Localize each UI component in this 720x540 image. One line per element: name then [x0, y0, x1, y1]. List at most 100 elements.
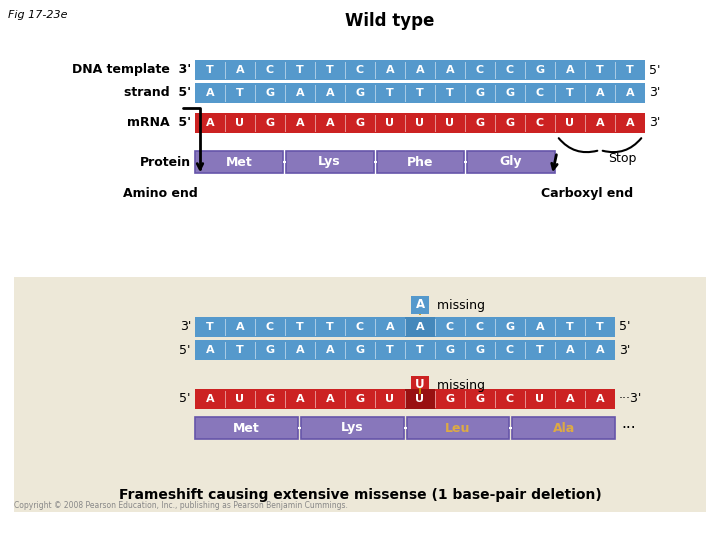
Text: T: T [206, 65, 214, 75]
Text: T: T [416, 345, 424, 355]
Text: ···: ··· [621, 421, 636, 435]
Text: T: T [236, 345, 244, 355]
Text: A: A [206, 345, 215, 355]
Text: 3': 3' [649, 86, 660, 99]
FancyBboxPatch shape [14, 277, 706, 512]
Text: G: G [266, 394, 274, 404]
Text: U: U [415, 379, 425, 392]
FancyBboxPatch shape [195, 151, 283, 173]
Text: U: U [415, 118, 425, 128]
Text: T: T [626, 65, 634, 75]
Text: DNA template  3': DNA template 3' [72, 64, 191, 77]
Text: G: G [475, 88, 485, 98]
Text: T: T [326, 65, 334, 75]
Text: Leu: Leu [445, 422, 471, 435]
Text: T: T [296, 322, 304, 332]
Text: U: U [385, 394, 395, 404]
Text: G: G [475, 345, 485, 355]
Text: mRNA  5': mRNA 5' [127, 117, 191, 130]
Text: C: C [506, 394, 514, 404]
Text: A: A [296, 118, 305, 128]
Text: G: G [356, 118, 364, 128]
FancyBboxPatch shape [405, 389, 435, 409]
Text: G: G [266, 88, 274, 98]
FancyBboxPatch shape [405, 317, 435, 337]
Text: T: T [536, 345, 544, 355]
Text: 5': 5' [179, 393, 191, 406]
Text: G: G [356, 345, 364, 355]
Text: T: T [326, 322, 334, 332]
Text: missing: missing [433, 379, 485, 392]
Text: C: C [536, 118, 544, 128]
Text: A: A [595, 394, 604, 404]
Text: Fig 17-23e: Fig 17-23e [8, 10, 68, 20]
Text: A: A [536, 322, 544, 332]
Text: C: C [356, 322, 364, 332]
FancyBboxPatch shape [467, 151, 555, 173]
Text: T: T [236, 88, 244, 98]
Text: T: T [386, 88, 394, 98]
Text: C: C [506, 65, 514, 75]
FancyBboxPatch shape [195, 417, 298, 439]
Text: A: A [325, 118, 334, 128]
FancyBboxPatch shape [195, 340, 615, 360]
Text: strand  5': strand 5' [124, 86, 191, 99]
Text: T: T [566, 322, 574, 332]
Text: G: G [446, 394, 454, 404]
Text: 3': 3' [649, 117, 660, 130]
Text: U: U [536, 394, 544, 404]
Text: C: C [446, 322, 454, 332]
Text: Lys: Lys [341, 422, 364, 435]
Text: G: G [475, 118, 485, 128]
FancyBboxPatch shape [195, 60, 645, 80]
Text: G: G [356, 394, 364, 404]
Text: C: C [536, 88, 544, 98]
Text: A: A [415, 299, 425, 312]
Text: A: A [386, 322, 395, 332]
Text: A: A [206, 118, 215, 128]
Text: 3': 3' [619, 343, 631, 356]
FancyBboxPatch shape [286, 151, 374, 173]
Text: T: T [566, 88, 574, 98]
Text: T: T [596, 322, 604, 332]
Text: C: C [506, 345, 514, 355]
Text: A: A [566, 394, 575, 404]
Text: C: C [476, 65, 484, 75]
Text: A: A [415, 65, 424, 75]
Text: T: T [416, 88, 424, 98]
Text: A: A [325, 394, 334, 404]
Text: U: U [415, 394, 425, 404]
Text: A: A [446, 65, 454, 75]
Text: Amino end: Amino end [122, 187, 197, 200]
FancyBboxPatch shape [411, 296, 429, 314]
Text: A: A [626, 118, 634, 128]
Text: A: A [595, 345, 604, 355]
FancyBboxPatch shape [407, 417, 509, 439]
Text: G: G [266, 345, 274, 355]
Text: Frameshift causing extensive missense (1 base-pair deletion): Frameshift causing extensive missense (1… [119, 488, 601, 502]
Text: A: A [626, 88, 634, 98]
FancyBboxPatch shape [195, 317, 615, 337]
FancyBboxPatch shape [301, 417, 403, 439]
Text: U: U [235, 118, 245, 128]
Text: Carboxyl end: Carboxyl end [541, 187, 633, 200]
Text: A: A [566, 345, 575, 355]
Text: A: A [325, 88, 334, 98]
Text: C: C [476, 322, 484, 332]
Text: C: C [266, 322, 274, 332]
Text: U: U [565, 118, 575, 128]
Text: T: T [596, 65, 604, 75]
Text: T: T [296, 65, 304, 75]
FancyBboxPatch shape [377, 151, 464, 173]
Text: G: G [505, 322, 515, 332]
Text: missing: missing [433, 299, 485, 312]
Text: Met: Met [225, 156, 252, 168]
Text: Stop: Stop [608, 152, 636, 165]
FancyBboxPatch shape [195, 113, 645, 133]
Text: A: A [566, 65, 575, 75]
Text: U: U [385, 118, 395, 128]
Text: A: A [206, 394, 215, 404]
Text: G: G [356, 88, 364, 98]
Text: 5': 5' [619, 321, 631, 334]
Text: A: A [386, 65, 395, 75]
